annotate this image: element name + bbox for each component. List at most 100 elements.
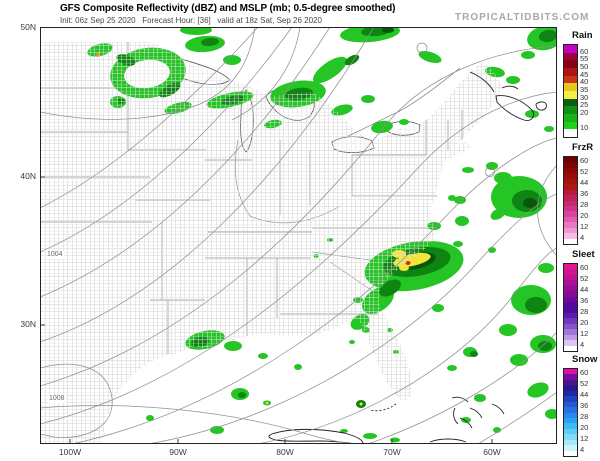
legend-tick-label: 20 bbox=[580, 210, 589, 220]
colorbar-cell bbox=[564, 45, 577, 53]
precip-blob bbox=[525, 110, 539, 118]
colorbar-cell bbox=[564, 222, 577, 228]
colorbar-cell bbox=[564, 302, 577, 308]
precip-blob bbox=[223, 55, 241, 65]
colorbar-cell bbox=[564, 98, 577, 107]
precip-blob bbox=[361, 95, 375, 103]
precip-blob bbox=[432, 304, 444, 312]
precip-blob bbox=[294, 364, 302, 370]
lon-label-100w: 100W bbox=[58, 447, 82, 457]
legend-tick-label: 4 bbox=[580, 339, 585, 349]
colorbar-cell bbox=[564, 450, 577, 456]
colorbar-cell bbox=[564, 417, 577, 424]
legend-tick-label: 12 bbox=[580, 221, 589, 231]
precip-blob bbox=[494, 172, 512, 184]
precip-blob bbox=[539, 29, 557, 43]
legend-tick-label: 10 bbox=[580, 123, 589, 133]
colorbar-cell bbox=[564, 60, 577, 68]
legend-tick-label: 12 bbox=[580, 328, 589, 338]
chart-subtitle: Init: 06z Sep 25 2020 Forecast Hour: [36… bbox=[60, 16, 322, 25]
precip-blob bbox=[455, 216, 469, 226]
precip-blob bbox=[359, 402, 363, 406]
precip-blob bbox=[474, 394, 486, 402]
colorbar-cell bbox=[564, 264, 577, 270]
lat-label-50n: 50N bbox=[20, 22, 36, 32]
lat-label-30n: 30N bbox=[20, 319, 36, 329]
legend-tick-label: 30 bbox=[580, 92, 589, 102]
map-svg bbox=[40, 27, 557, 444]
legend-panel: Rain 60 55 50 45 40 35 30 25 20 10 FrzR 60 52 44 36 28 20… bbox=[557, 0, 600, 461]
legend-tick-label: 28 bbox=[580, 199, 589, 209]
isobar-contours bbox=[40, 27, 557, 444]
colorbar-cell bbox=[564, 296, 577, 303]
colorbar-cell bbox=[564, 334, 577, 341]
precip-blob bbox=[265, 401, 269, 405]
precip-blob bbox=[544, 126, 554, 132]
precip-blob bbox=[224, 341, 242, 351]
lon-label-90w: 90W bbox=[169, 447, 187, 457]
precip-blob bbox=[448, 195, 456, 201]
legend-section-title: Rain bbox=[572, 30, 593, 41]
colorbar-cell bbox=[564, 340, 577, 346]
legend-tick-label: 40 bbox=[580, 77, 589, 87]
colorbar-cell bbox=[564, 178, 577, 185]
colorbar-cell bbox=[564, 401, 577, 408]
precip-blob bbox=[258, 353, 268, 359]
precip-blob bbox=[486, 162, 498, 170]
legend-tick-label: 4 bbox=[580, 232, 585, 242]
precip-blob bbox=[506, 76, 520, 84]
colorbar-cell bbox=[564, 345, 577, 351]
precip-blob bbox=[382, 27, 394, 33]
colorbar-cell bbox=[564, 412, 577, 418]
colorbar-cell bbox=[564, 211, 577, 217]
precip-blob bbox=[545, 409, 557, 419]
colorbar-cell bbox=[564, 369, 577, 375]
legend-tick-label: 20 bbox=[580, 108, 589, 117]
colorbar-cell bbox=[564, 379, 577, 386]
colorbar-cell bbox=[564, 285, 577, 292]
precip-blob bbox=[238, 392, 246, 398]
precip-blob bbox=[399, 119, 409, 125]
isobar-label-1004: 1004 bbox=[46, 251, 64, 259]
watermark: TROPICALTIDBITS.COM bbox=[455, 12, 590, 23]
colorbar-cell bbox=[564, 385, 577, 391]
colorbar-cell bbox=[564, 374, 577, 380]
colorbar-cell bbox=[564, 233, 577, 239]
lon-label-70w: 70W bbox=[383, 447, 401, 457]
legend-tick-label: 28 bbox=[580, 306, 589, 316]
legend-section-title: FrzR bbox=[572, 142, 594, 153]
precip-blob bbox=[453, 241, 463, 247]
legend-tick-label: 60 bbox=[580, 156, 589, 166]
colorbar-cell bbox=[564, 238, 577, 244]
legend-tick-label: 36 bbox=[580, 189, 589, 199]
colorbar-cell bbox=[564, 439, 577, 446]
precip-blob bbox=[525, 297, 547, 313]
precip-blob bbox=[462, 167, 474, 173]
legend-section-title: Sleet bbox=[572, 249, 595, 260]
legend-colorbar bbox=[563, 263, 578, 352]
precip-blob bbox=[510, 354, 528, 366]
legend-tick-label: 20 bbox=[580, 422, 589, 432]
legend-section-title: Snow bbox=[572, 354, 598, 365]
colorbar-cell bbox=[564, 428, 577, 435]
colorbar-cell bbox=[564, 184, 577, 190]
colorbar-cell bbox=[564, 390, 577, 397]
colorbar-cell bbox=[564, 407, 577, 413]
colorbar-cell bbox=[564, 129, 577, 137]
precip-blob bbox=[454, 196, 466, 204]
precip-blob bbox=[490, 208, 506, 220]
legend-tick-label: 36 bbox=[580, 401, 589, 411]
colorbar-cell bbox=[564, 157, 577, 163]
legend-colorbar bbox=[563, 44, 578, 138]
precip-blob bbox=[523, 198, 537, 208]
lon-label-60w: 60W bbox=[483, 447, 501, 457]
colorbar-cell bbox=[564, 67, 577, 76]
colorbar-cell bbox=[564, 173, 577, 179]
colorbar-cell bbox=[564, 90, 577, 99]
precip-blob bbox=[538, 263, 554, 273]
precip-blob bbox=[210, 426, 224, 434]
legend-tick-label: 36 bbox=[580, 296, 589, 306]
colorbar-cell bbox=[564, 318, 577, 324]
isobar-label-1008: 1008 bbox=[48, 395, 66, 403]
